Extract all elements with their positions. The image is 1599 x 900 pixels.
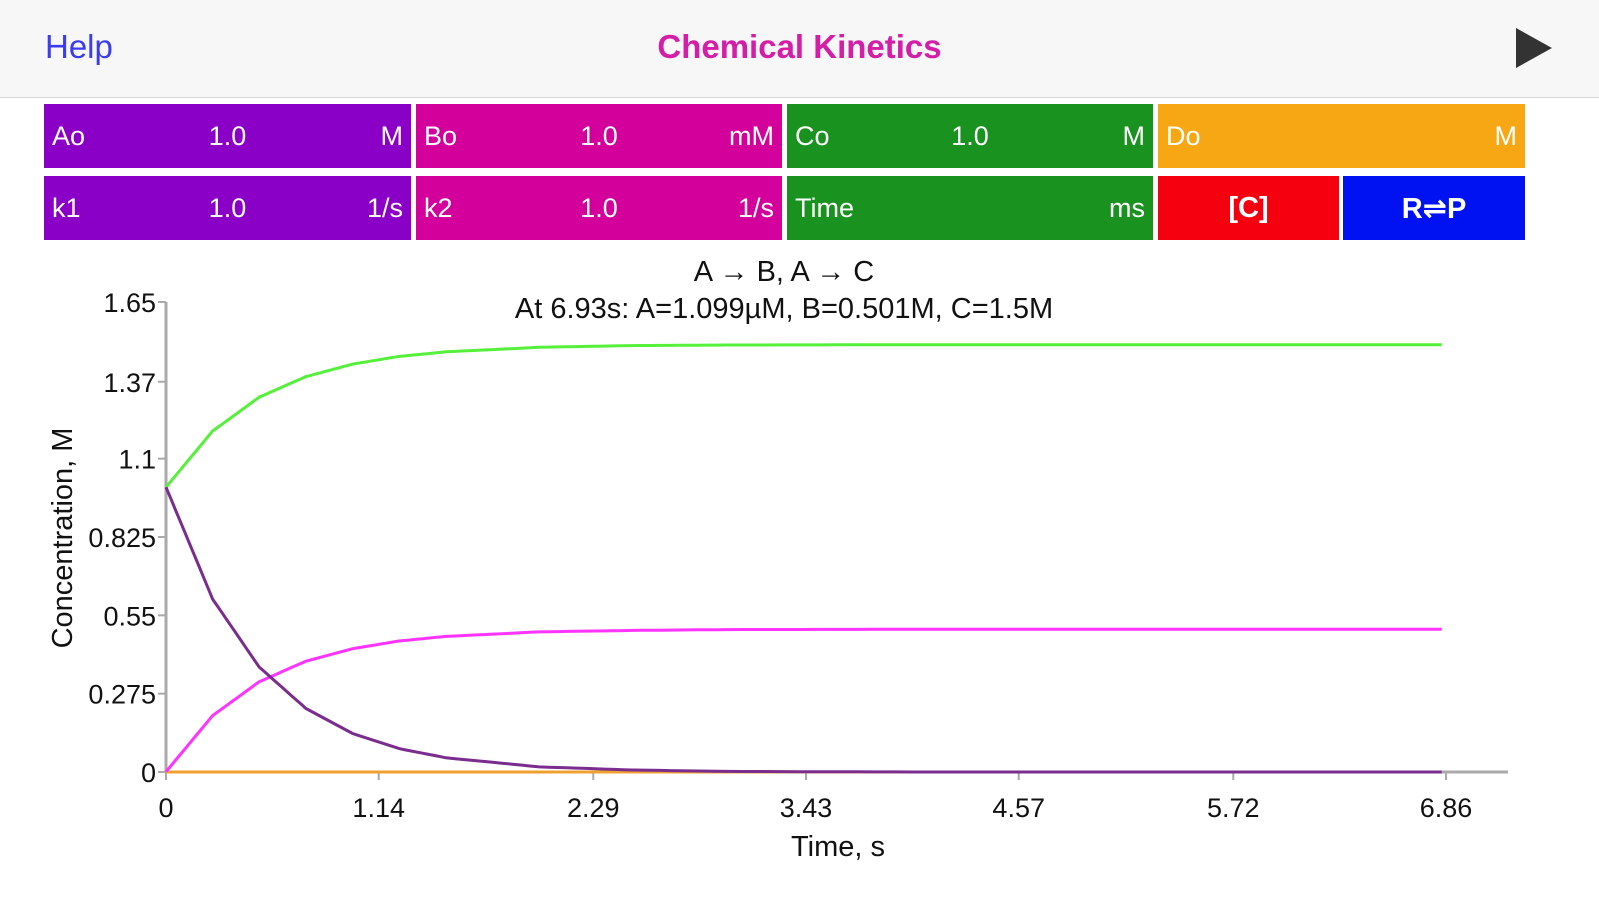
y-axis-label: Concentration, M bbox=[47, 428, 79, 649]
y-tick-label: 1.1 bbox=[118, 445, 156, 475]
x-tick-label: 2.29 bbox=[567, 793, 620, 823]
ao-value-input[interactable] bbox=[44, 121, 411, 152]
x-tick-label: 0 bbox=[158, 793, 173, 823]
k1-value-input[interactable] bbox=[44, 193, 411, 224]
y-tick-label: 0.825 bbox=[88, 523, 156, 553]
do-value-input[interactable] bbox=[1158, 121, 1525, 152]
k2-unit: 1/s bbox=[737, 193, 774, 223]
x-tick-label: 1.14 bbox=[352, 793, 405, 823]
bo-unit: mM bbox=[729, 121, 774, 151]
page-title: Chemical Kinetics bbox=[657, 28, 942, 65]
y-tick-label: 0.55 bbox=[103, 601, 156, 631]
ao-input-field[interactable]: Ao M bbox=[44, 104, 411, 168]
x-axis-label: Time, s bbox=[791, 831, 885, 863]
concentration-toggle-button[interactable]: [C] bbox=[1158, 176, 1339, 240]
time-value-input[interactable] bbox=[787, 193, 1153, 224]
y-tick-label: 0.275 bbox=[88, 680, 156, 710]
do-unit: M bbox=[1494, 121, 1518, 151]
k2-value-input[interactable] bbox=[416, 193, 782, 224]
play-icon[interactable] bbox=[1514, 26, 1554, 70]
series-line-a bbox=[164, 486, 1442, 774]
bo-value-input[interactable] bbox=[416, 121, 782, 152]
chart-subtitle: At 6.93s: A=1.099µM, B=0.501M, C=1.5M bbox=[515, 293, 1053, 325]
x-tick-label: 5.72 bbox=[1207, 793, 1260, 823]
time-input-field[interactable]: Time ms bbox=[787, 176, 1153, 240]
y-tick-label: 1.37 bbox=[103, 368, 156, 398]
y-tick-label: 0 bbox=[141, 758, 156, 788]
k2-input-field[interactable]: k2 1/s bbox=[416, 176, 782, 240]
bo-input-field[interactable]: Bo mM bbox=[416, 104, 782, 168]
concentration-chart: A → B, A → C At 6.93s: A=1.099µM, B=0.50… bbox=[47, 256, 1508, 863]
co-input-field[interactable]: Co M bbox=[787, 104, 1153, 168]
co-value-input[interactable] bbox=[787, 121, 1153, 152]
k1-unit: 1/s bbox=[366, 193, 403, 223]
navigation-bar: Help Chemical Kinetics bbox=[0, 0, 1599, 98]
ao-unit: M bbox=[380, 121, 404, 151]
x-tick-label: 4.57 bbox=[992, 793, 1045, 823]
chart-title: A → B, A → C bbox=[694, 256, 875, 288]
co-unit: M bbox=[1122, 121, 1146, 151]
series-line-b bbox=[164, 627, 1442, 773]
y-tick-label: 1.65 bbox=[103, 288, 156, 318]
do-input-field[interactable]: Do M bbox=[1158, 104, 1525, 168]
help-button[interactable]: Help bbox=[45, 28, 113, 65]
x-tick-label: 6.86 bbox=[1420, 793, 1473, 823]
time-unit: ms bbox=[1109, 193, 1145, 223]
x-tick-label: 3.43 bbox=[780, 793, 833, 823]
series-line-c bbox=[164, 343, 1442, 489]
k1-input-field[interactable]: k1 1/s bbox=[44, 176, 411, 240]
reversible-reaction-button[interactable]: R⇌P bbox=[1343, 176, 1525, 240]
